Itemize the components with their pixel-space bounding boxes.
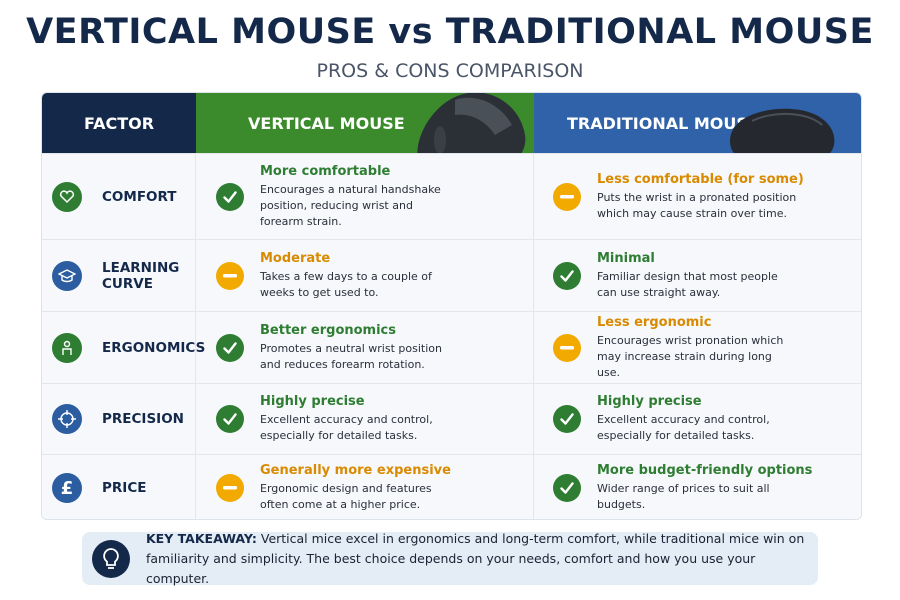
status-icon: [553, 261, 581, 290]
status-icon: [216, 182, 244, 211]
factor-label: ERGONOMICS: [102, 339, 206, 356]
cell-description: Encourages wrist pronation which may inc…: [597, 333, 784, 379]
cell-description: Puts the wrist in a pronated position wh…: [597, 190, 797, 220]
cell-heading: Less ergonomic: [597, 314, 712, 330]
comparison-cell: Minimal Familiar design that most people …: [534, 240, 861, 311]
cell-heading: Minimal: [597, 250, 655, 266]
comparison-cell: More comfortable Encourages a natural han…: [196, 154, 534, 239]
takeaway-body: Vertical mice excel in ergonomics and lo…: [146, 530, 805, 586]
header-cell: FACTOR: [42, 93, 196, 153]
cell-description: Ergonomic design and features often come…: [260, 482, 432, 511]
takeaway-label: KEY TAKEAWAY:: [146, 530, 257, 546]
status-icon: [216, 261, 244, 290]
cell-heading: Moderate: [260, 250, 331, 266]
factor-cell: £ PRICE: [42, 455, 196, 519]
cell-description: Promotes a neutral wrist position and re…: [260, 341, 442, 371]
cell-text: Less comfortable (for some) Puts the wris…: [597, 172, 804, 222]
cell-description: Familiar design that most people can use…: [597, 269, 778, 299]
bulb-icon: [92, 539, 130, 578]
cell-text: More comfortable Encourages a natural han…: [260, 164, 450, 230]
cell-text: Highly precise Excellent accuracy and con…: [597, 394, 797, 444]
factor-icon: [52, 260, 82, 291]
svg-text:£: £: [61, 479, 74, 497]
cell-heading: More comfortable: [260, 163, 391, 179]
factor-cell: LEARNING CURVE: [42, 240, 196, 311]
status-icon: [553, 182, 581, 211]
cell-description: Excellent accuracy and control, especial…: [260, 413, 433, 442]
cell-text: Better ergonomics Promotes a neutral wris…: [260, 323, 450, 373]
factor-icon: [52, 332, 82, 363]
header-cell: TRADITIONAL MOUSE: [534, 93, 861, 153]
cell-text: Generally more expensive Ergonomic design…: [260, 463, 451, 513]
comparison-cell: More budget-friendly options Wider range …: [534, 455, 861, 519]
cell-text: Minimal Familiar design that most people …: [597, 251, 797, 301]
subtitle: PROS & CONS COMPARISON: [316, 60, 584, 82]
cell-heading: Better ergonomics: [260, 322, 397, 338]
factor-label: PRECISION: [102, 411, 184, 427]
comparison-cell: Less ergonomic Encourages wrist pronation…: [534, 312, 861, 383]
comparison-cell: Highly precise Excellent accuracy and con…: [534, 384, 861, 454]
key-takeaway: KEY TAKEAWAY: Vertical mice excel in erg…: [82, 531, 818, 586]
cell-heading: More budget-friendly options: [597, 463, 813, 478]
table-row: PRECISION Highly precise Excellent accura…: [42, 383, 861, 454]
traditional-mouse-image: [730, 108, 835, 168]
status-icon: [216, 333, 244, 362]
comparison-cell: Highly precise Excellent accuracy and con…: [196, 384, 534, 454]
table-row: £ PRICE Generally more expensive Ergonomic…: [42, 454, 861, 519]
title: VERTICAL MOUSE vs TRADITIONAL MOUSE: [26, 12, 874, 52]
comparison-cell: Less comfortable (for some) Puts the wris…: [534, 154, 861, 239]
cell-description: Encourages a natural handshake position,…: [260, 182, 441, 228]
table-row: COMFORT More comfortable Encourages a nat…: [42, 153, 861, 239]
factor-icon: £: [52, 473, 82, 503]
cell-text: Less ergonomic Encourages wrist pronation…: [597, 315, 797, 381]
table-row: LEARNING CURVE Moderate Takes a few days …: [42, 239, 861, 311]
takeaway-text: KEY TAKEAWAY: Vertical mice excel in erg…: [146, 529, 818, 589]
cell-heading: Generally more expensive: [260, 463, 451, 478]
cell-heading: Less comfortable (for some): [597, 171, 804, 187]
status-icon: [216, 474, 244, 502]
factor-cell: ERGONOMICS: [42, 312, 206, 383]
cell-heading: Highly precise: [597, 394, 702, 409]
cell-description: Takes a few days to a couple of weeks to…: [260, 269, 432, 299]
factor-label: COMFORT: [102, 188, 177, 205]
status-icon: [553, 405, 581, 433]
table-row: ERGONOMICS Better ergonomics Promotes a n…: [42, 311, 861, 383]
status-icon: [553, 333, 581, 362]
factor-cell: COMFORT: [42, 154, 196, 239]
comparison-cell: Moderate Takes a few days to a couple of …: [196, 240, 534, 311]
comparison-cell: Generally more expensive Ergonomic design…: [196, 455, 534, 519]
factor-label: LEARNING CURVE: [102, 259, 180, 292]
comparison-table: FACTOR VERTICAL MOUSE TRADITIONAL MOUSE …: [41, 92, 862, 520]
cell-text: Highly precise Excellent accuracy and con…: [260, 394, 450, 444]
status-icon: [553, 474, 581, 502]
cell-text: Moderate Takes a few days to a couple of …: [260, 251, 450, 301]
cell-text: More budget-friendly options Wider range …: [597, 463, 812, 513]
factor-label: PRICE: [102, 480, 147, 496]
cell-heading: Highly precise: [260, 394, 365, 409]
factor-icon: [52, 404, 82, 434]
comparison-cell: Better ergonomics Promotes a neutral wris…: [196, 312, 534, 383]
status-icon: [216, 405, 244, 433]
cell-description: Excellent accuracy and control, especial…: [597, 413, 770, 442]
cell-description: Wider range of prices to suit all budget…: [597, 482, 770, 511]
factor-cell: PRECISION: [42, 384, 196, 454]
factor-icon: [52, 181, 82, 212]
